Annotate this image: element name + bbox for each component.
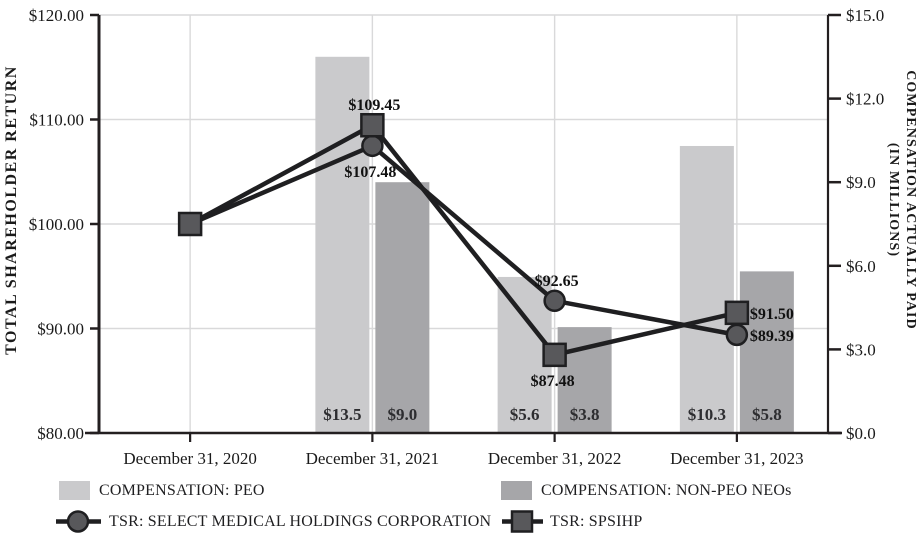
legend-swatch-peo [59,481,90,500]
legend-label-compensation-peo: COMPENSATION: PEO [99,481,265,499]
left-axis-tick-label: $120.00 [29,6,84,25]
legend-label-tsr-spsihp: TSR: SPSIHP [550,512,643,530]
right-axis-tick-label: $3.0 [846,340,876,359]
circle-marker [361,134,384,158]
bar-value-label: $3.8 [570,405,600,424]
right-axis-tick-label: $9.0 [846,173,876,192]
tsr-select-medical-line [189,143,738,338]
bar-nonpeo [375,182,430,433]
legend-item-tsr-spsihp: TSR: SPSIHP [502,508,642,535]
chart-canvas: $13.5 $5.6 $10.3 $9.0 $3.8 $5.8 $120.00 $110.00… [3,6,918,468]
right-axis-tick-label: $12.0 [846,90,884,109]
legend-item-tsr-select-medical: TSR: SELECT MEDICAL HOLDINGS CORPORATION [55,508,491,535]
bar-nonpeo [739,271,794,433]
line-value-label: $87.48 [531,373,575,390]
left-axis-tick-label: $110.00 [29,111,84,130]
left-axis-tick-label: $90.00 [37,320,84,339]
bar-value-label: $9.0 [388,405,418,424]
line-value-label: $91.50 [750,306,794,323]
circle-marker [725,323,749,347]
bar-peo [679,145,734,433]
right-axis-tick-label: $0.0 [846,424,876,443]
circle-marker [543,289,566,313]
square-marker [542,342,567,368]
circle-line-marker-icon [56,510,101,533]
right-axis-tick-label: $6.0 [846,257,876,276]
square-line-marker-icon [502,510,543,533]
legend-label-tsr-select-medical: TSR: SELECT MEDICAL HOLDINGS CORPORATION [109,512,492,530]
square-marker [724,300,750,326]
x-category-label: December 31, 2022 [488,449,622,468]
right-axis-title: COMPENSATION ACTUALLY PAID(IN MILLIONS) [886,70,918,330]
left-axis-title: TOTAL SHAREHOLDER RETURN [3,65,20,355]
line-value-label: $92.65 [535,273,579,290]
line-value-label: $107.48 [344,164,396,181]
bar-value-label: $10.3 [688,405,726,424]
bar-value-label: $5.8 [752,405,782,424]
left-axis-tick-label: $100.00 [29,215,84,234]
line-value-label: $109.45 [348,97,400,114]
bar-value-label: $13.5 [323,405,361,424]
legend-swatch-nonpeo [501,481,532,500]
legend-item-compensation-nonpeo: COMPENSATION: NON-PEO NEOs [501,481,792,500]
x-category-label: December 31, 2020 [123,449,257,468]
square-marker [177,211,203,237]
x-category-label: December 31, 2021 [306,449,440,468]
line-value-label: $89.39 [750,328,794,345]
legend-item-compensation-peo: COMPENSATION: PEO [59,481,265,500]
x-category-label: December 31, 2023 [670,449,804,468]
left-axis-tick-label: $80.00 [37,424,84,443]
square-marker [360,112,385,138]
right-axis-tick-label: $15.0 [846,6,884,25]
legend-label-compensation-nonpeo: COMPENSATION: NON-PEO NEOs [541,481,792,499]
bar-value-label: $5.6 [510,405,540,424]
tsr-spsihp-line [189,122,738,358]
